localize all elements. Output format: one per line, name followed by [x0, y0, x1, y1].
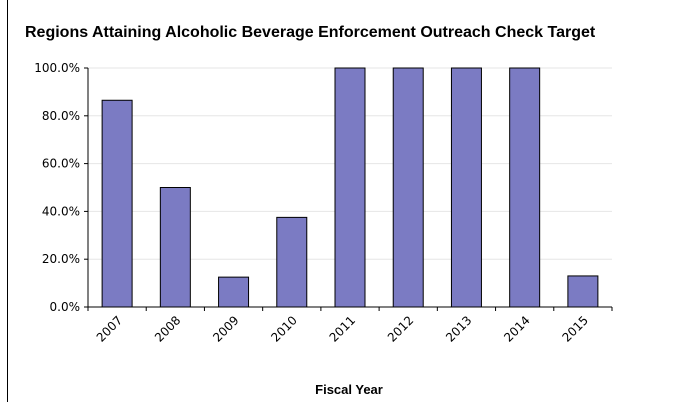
x-tick-label: 2015 — [560, 313, 591, 344]
bar — [393, 68, 423, 307]
x-tick-label: 2007 — [94, 313, 125, 344]
x-tick-label: 2011 — [327, 313, 358, 344]
x-tick-label: 2008 — [152, 313, 183, 344]
bar — [219, 277, 249, 307]
y-tick-label: 100.0% — [34, 61, 80, 75]
y-tick-label: 0.0% — [50, 300, 81, 314]
bar — [335, 68, 365, 307]
bar — [510, 68, 540, 307]
x-tick-label: 2010 — [268, 313, 299, 344]
bar — [102, 100, 132, 307]
bar — [277, 217, 307, 307]
bar — [451, 68, 481, 307]
bars — [102, 68, 598, 307]
x-tick-label: 2014 — [501, 313, 532, 344]
bar — [160, 188, 190, 308]
x-tick-labels: 2007 2008 2009 2010 2011 2012 2013 2014 2015 — [94, 313, 591, 344]
x-tick-label: 2012 — [385, 313, 416, 344]
y-tick-label: 80.0% — [42, 109, 80, 123]
x-axis-title: Fiscal Year — [315, 382, 383, 397]
y-tick-label: 20.0% — [42, 252, 80, 266]
bar — [568, 276, 598, 307]
y-tick-labels: 0.0% 20.0% 40.0% 60.0% 80.0% 100.0% — [34, 61, 80, 314]
chart-title: Regions Attaining Alcoholic Beverage Enf… — [25, 24, 596, 41]
y-tick-label: 40.0% — [42, 204, 80, 218]
x-tick-label: 2009 — [210, 313, 241, 344]
x-tick-label: 2013 — [443, 313, 474, 344]
y-tick-label: 60.0% — [42, 157, 80, 171]
